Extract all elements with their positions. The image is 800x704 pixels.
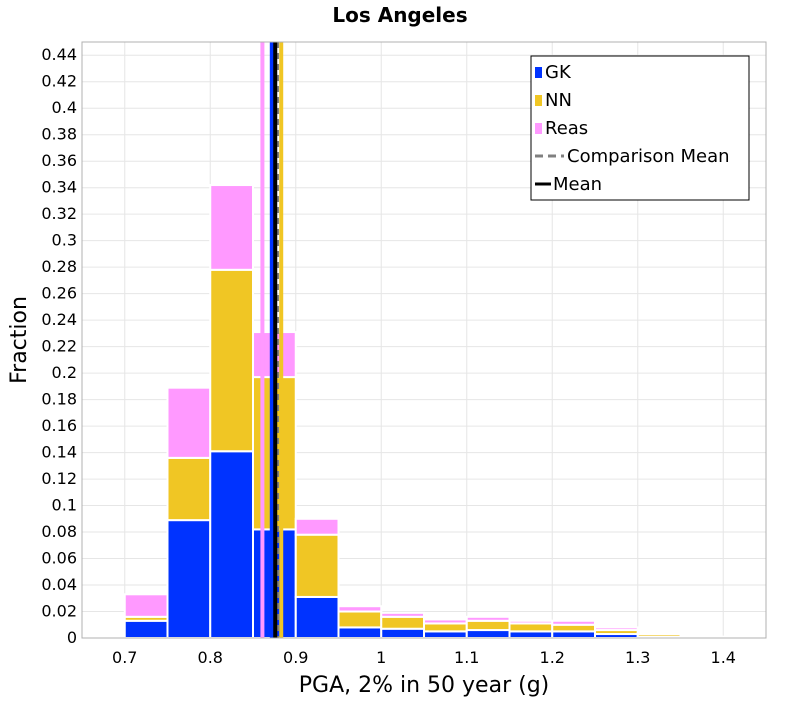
y-tick-label: 0.32 xyxy=(41,204,77,223)
x-tick-label: 0.7 xyxy=(112,648,137,667)
y-tick-label: 0.04 xyxy=(41,575,77,594)
bar-gk xyxy=(168,520,211,638)
legend-label-reas: Reas xyxy=(545,118,588,139)
y-tick-label: 0.06 xyxy=(41,549,77,568)
x-tick-label: 0.9 xyxy=(283,648,308,667)
bar-reas xyxy=(381,613,424,617)
legend-label-comparison-mean: Comparison Mean xyxy=(567,146,730,167)
x-axis-title: PGA, 2% in 50 year (g) xyxy=(299,673,550,698)
bar-gk xyxy=(381,629,424,638)
bar-gk xyxy=(467,630,510,638)
bar-gk xyxy=(339,627,382,638)
legend-label-gk: GK xyxy=(545,62,572,83)
bar-nn xyxy=(424,623,467,631)
legend-swatch-gk xyxy=(535,67,542,78)
y-tick-label: 0.24 xyxy=(41,310,77,329)
bar-reas xyxy=(339,606,382,611)
y-tick-label: 0.08 xyxy=(41,522,77,541)
bar-nn xyxy=(168,458,211,520)
x-tick-label: 1.2 xyxy=(540,648,565,667)
bar-reas xyxy=(595,627,638,630)
bar-reas xyxy=(296,519,339,535)
y-tick-label: 0.14 xyxy=(41,443,77,462)
y-tick-label: 0.36 xyxy=(41,151,77,170)
bar-reas xyxy=(638,633,681,634)
bar-gk xyxy=(296,597,339,638)
x-tick-label: 1.1 xyxy=(454,648,479,667)
y-tick-label: 0.16 xyxy=(41,416,77,435)
y-tick-label: 0.42 xyxy=(41,72,77,91)
x-tick-label: 1.3 xyxy=(625,648,650,667)
y-tick-label: 0.38 xyxy=(41,125,77,144)
y-tick-label: 0.3 xyxy=(52,231,77,250)
bar-nn xyxy=(381,617,424,629)
y-tick-label: 0.44 xyxy=(41,45,77,64)
bar-gk xyxy=(125,621,168,638)
bar-reas xyxy=(510,621,553,624)
bar-reas xyxy=(552,621,595,625)
legend-swatch-nn xyxy=(535,95,542,106)
y-tick-label: 0.1 xyxy=(52,496,77,515)
bar-reas xyxy=(424,619,467,623)
y-tick-label: 0.34 xyxy=(41,178,77,197)
y-tick-label: 0.28 xyxy=(41,257,77,276)
x-tick-label: 1.4 xyxy=(711,648,736,667)
bar-nn xyxy=(339,612,382,628)
bar-reas xyxy=(168,388,211,458)
y-axis-title: Fraction xyxy=(7,296,32,384)
legend: GK NN Reas Comparison Mean Mean xyxy=(531,56,749,200)
bar-reas xyxy=(467,617,510,621)
x-tick-label: 0.8 xyxy=(198,648,223,667)
y-tick-label: 0 xyxy=(67,628,77,647)
bar-reas xyxy=(210,185,253,270)
x-tick-label: 1 xyxy=(376,648,386,667)
bar-reas xyxy=(125,594,168,617)
bar-gk xyxy=(210,451,253,638)
y-tick-label: 0.4 xyxy=(52,98,77,117)
legend-swatch-reas xyxy=(535,123,542,134)
legend-label-nn: NN xyxy=(545,90,572,111)
chart-title: Los Angeles xyxy=(332,3,467,27)
bar-nn xyxy=(210,270,253,451)
y-tick-label: 0.2 xyxy=(52,363,77,382)
bar-nn xyxy=(510,623,553,631)
y-tick-label: 0.18 xyxy=(41,390,77,409)
y-tick-label: 0.02 xyxy=(41,602,77,621)
legend-label-mean: Mean xyxy=(553,174,602,195)
y-tick-label: 0.26 xyxy=(41,284,77,303)
bar-nn xyxy=(467,621,510,630)
y-tick-label: 0.12 xyxy=(41,469,77,488)
bar-nn xyxy=(296,535,339,597)
y-tick-label: 0.22 xyxy=(41,337,77,356)
